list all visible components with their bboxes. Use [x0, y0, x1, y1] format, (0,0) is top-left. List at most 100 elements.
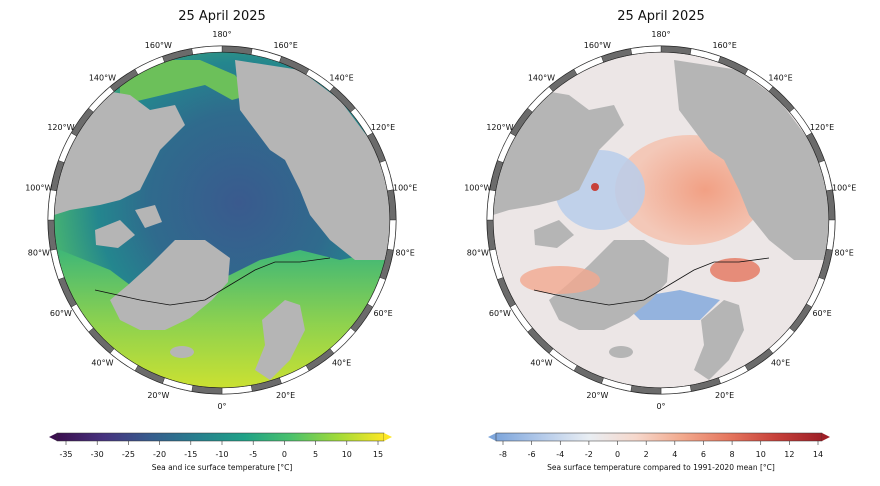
colorbar-tick-label: 4	[672, 450, 677, 459]
warm-patch	[520, 266, 600, 294]
longitude-label: 60°E	[812, 309, 831, 318]
longitude-label: 120°E	[810, 123, 834, 132]
colorbar-tick-label: 5	[313, 450, 318, 459]
land-iceland	[170, 346, 194, 358]
colorbar-tick-label: 10	[342, 450, 352, 459]
land-island	[95, 220, 135, 248]
colorbar-tick-label: 2	[644, 450, 649, 459]
longitude-label: 0°	[656, 402, 665, 411]
longitude-label: 160°W	[145, 41, 172, 50]
land-island	[547, 175, 579, 195]
longitude-label: 160°E	[273, 41, 297, 50]
colorbar-tick-label: 0	[282, 450, 287, 459]
longitude-label: 80°E	[396, 248, 415, 257]
land-north-america	[493, 90, 624, 215]
land-eurasia	[674, 60, 829, 260]
frame-segments	[486, 45, 836, 395]
map-panel-left: 25 April 2025 180	[25, 9, 417, 472]
longitude-label: 100°W	[464, 184, 491, 193]
colorbar-tick-label: -4	[556, 450, 564, 459]
longitude-label: 140°E	[768, 74, 792, 83]
ice-edge-line	[94, 257, 331, 306]
longitude-label: 60°W	[50, 309, 72, 318]
longitude-label: 120°W	[486, 123, 513, 132]
frame-segments	[47, 45, 397, 395]
colorbar-left-arrow	[49, 433, 57, 441]
colorbar-tick-label: -30	[91, 450, 104, 459]
colorbar-tick-label: 0	[615, 450, 620, 459]
frame-segment	[630, 45, 662, 55]
longitude-label: 160°E	[712, 41, 736, 50]
colorbar-bar	[56, 432, 385, 442]
longitude-label: 100°E	[393, 184, 417, 193]
longitude-label: 20°E	[715, 391, 734, 400]
colorbar-left-arrow	[488, 433, 496, 441]
colorbar-bar	[495, 432, 823, 442]
land-island	[135, 205, 162, 228]
longitude-label: 100°W	[25, 184, 52, 193]
longitude-label: 140°W	[89, 74, 116, 83]
pacific-warm-region	[120, 60, 250, 105]
land-greenland	[110, 240, 230, 330]
longitude-label: 140°W	[528, 74, 555, 83]
colorbar-ticks: -35 -30 -25 -20 -15 -10 -5 0 5 10 15	[59, 441, 383, 459]
longitude-label: 20°W	[147, 391, 169, 400]
longitude-label: 100°E	[832, 184, 856, 193]
colorbar-tick-label: 6	[701, 450, 706, 459]
colorbar-tick-label: -15	[184, 450, 197, 459]
colorbar-tick-label: -20	[153, 450, 166, 459]
land-greenland	[549, 240, 669, 330]
colorbar-tick-label: 15	[373, 450, 383, 459]
colorbar-right: -8 -6 -4 -2 0 2 4 6 8 10 12 14 Sea surface temperat…	[488, 432, 830, 472]
colorbar-tick-label: -8	[499, 450, 507, 459]
longitude-label: 140°E	[329, 74, 353, 83]
longitude-labels: 180° 160°E 140°E 120°E 100°E 80°E 60°E 40°E 20°E…	[464, 30, 856, 411]
land-island	[108, 175, 140, 195]
land-north-america	[54, 90, 185, 215]
longitude-label: 160°W	[584, 41, 611, 50]
frame-segment	[191, 45, 223, 55]
polar-map-right	[493, 52, 829, 388]
colorbar-tick-label: -6	[528, 450, 536, 459]
longitude-labels: 180° 160°E 140°E 120°E 100°E 80°E 60°E 40°E 20°E…	[25, 30, 417, 411]
longitude-label: 120°W	[47, 123, 74, 132]
longitude-label: 20°W	[586, 391, 608, 400]
panel-title: 25 April 2025	[617, 9, 705, 24]
colorbar-tick-label: 8	[730, 450, 735, 459]
longitude-label: 180°	[651, 30, 670, 39]
longitude-label: 40°E	[332, 358, 351, 367]
longitude-label: 180°	[212, 30, 231, 39]
longitude-label: 0°	[217, 402, 226, 411]
land-scandinavia	[255, 300, 305, 380]
land-island	[534, 220, 574, 248]
longitude-label: 60°W	[489, 309, 511, 318]
colorbar-tick-label: -25	[122, 450, 135, 459]
longitude-label: 20°E	[276, 391, 295, 400]
colorbar-tick-label: 10	[756, 450, 766, 459]
colorbar-left: -35 -30 -25 -20 -15 -10 -5 0 5 10 15 Sea and ice s…	[49, 432, 392, 472]
map-panel-right: 25 April 2025 1	[464, 9, 856, 472]
colorbar-tick-label: -2	[585, 450, 593, 459]
colorbar-right-arrow	[384, 433, 392, 441]
colorbar-title: Sea surface temperature compared to 1991…	[547, 463, 775, 472]
longitude-label: 40°E	[771, 358, 790, 367]
colorbar-right-arrow	[822, 433, 830, 441]
atlantic-warm-region	[60, 250, 390, 388]
longitude-label: 120°E	[371, 123, 395, 132]
longitude-label: 80°W	[467, 248, 489, 257]
colorbar-tick-label: -5	[249, 450, 257, 459]
colorbar-title: Sea and ice surface temperature [°C]	[152, 463, 293, 472]
colorbar-tick-label: -35	[59, 450, 72, 459]
warm-spot	[591, 183, 599, 191]
land-iceland	[609, 346, 633, 358]
warm-patch	[710, 258, 760, 282]
land-scandinavia	[694, 300, 744, 380]
colorbar-tick-label: 14	[813, 450, 823, 459]
colorbar-tick-label: -10	[215, 450, 228, 459]
polar-map-left	[54, 52, 390, 388]
longitude-label: 40°W	[530, 358, 552, 367]
panel-title: 25 April 2025	[178, 9, 266, 24]
longitude-label: 80°W	[28, 248, 50, 257]
longitude-label: 40°W	[91, 358, 113, 367]
